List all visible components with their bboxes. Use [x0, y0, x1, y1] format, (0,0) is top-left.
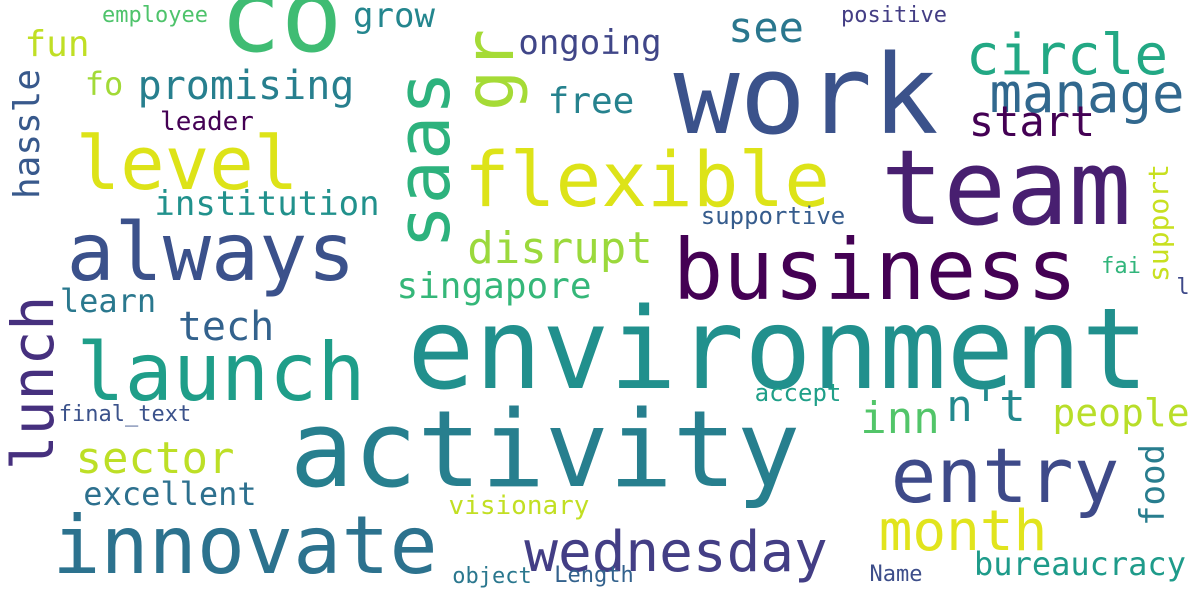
word-saas: saas [381, 70, 467, 250]
word-excellent: excellent [83, 475, 257, 513]
word-employee: employee [102, 3, 208, 28]
word-work: work [673, 31, 939, 159]
word-month: month [878, 499, 1048, 564]
word-wednesday: wednesday [524, 520, 828, 585]
word-final-text: final_text [58, 402, 192, 427]
word-object: object [452, 564, 532, 589]
word-nt: n't [946, 381, 1026, 432]
word-ongoing: ongoing [518, 23, 662, 63]
word-flexible: flexible [463, 135, 831, 224]
word-singapore: singapore [396, 266, 592, 307]
word-business: business [672, 221, 1078, 319]
word-promising: promising [137, 63, 355, 109]
word-supportive: supportive [700, 202, 846, 230]
word-see: see [728, 3, 804, 52]
word-always: always [66, 206, 356, 299]
word-tech: tech [177, 304, 275, 350]
word-accept: accept [754, 379, 842, 407]
word-fai: fai [1101, 254, 1141, 279]
word-circle: circle [965, 23, 1169, 88]
word-manage: manage [989, 62, 1185, 125]
word-positive: positive [841, 3, 947, 28]
word-launch: launch [76, 326, 366, 419]
word-start: start [968, 97, 1096, 146]
word-fo: fo [84, 65, 124, 103]
word-l: l [1176, 275, 1190, 300]
word-innovate: innovate [52, 499, 438, 592]
word-sector: sector [75, 433, 235, 484]
word-co: co [219, 0, 343, 76]
word-bureaucracy: bureaucracy [974, 545, 1186, 583]
word-entry: entry [890, 431, 1120, 520]
word-visionary: visionary [448, 491, 590, 521]
word-gr: gr [451, 29, 530, 111]
word-length: Length [554, 563, 634, 588]
word-support: support [1142, 163, 1175, 283]
word-activity: activity [289, 388, 801, 511]
word-fun: fun [24, 24, 90, 65]
word-team: team [880, 127, 1132, 249]
word-environment: environment [407, 285, 1149, 415]
word-people: people [1052, 391, 1190, 435]
word-level: level [75, 121, 299, 207]
word-free: free [547, 81, 635, 122]
word-hassle: hassle [7, 68, 48, 200]
word-institution: institution [154, 184, 380, 224]
word-grow: grow [353, 0, 435, 36]
word-disrupt: disrupt [467, 223, 653, 274]
word-lunch: lunch [0, 295, 67, 471]
word-inn: inn [860, 393, 940, 444]
word-name: Name [869, 562, 923, 587]
word-learn: learn [59, 282, 157, 320]
word-leader: leader [160, 107, 254, 137]
word-food: food [1133, 444, 1173, 526]
